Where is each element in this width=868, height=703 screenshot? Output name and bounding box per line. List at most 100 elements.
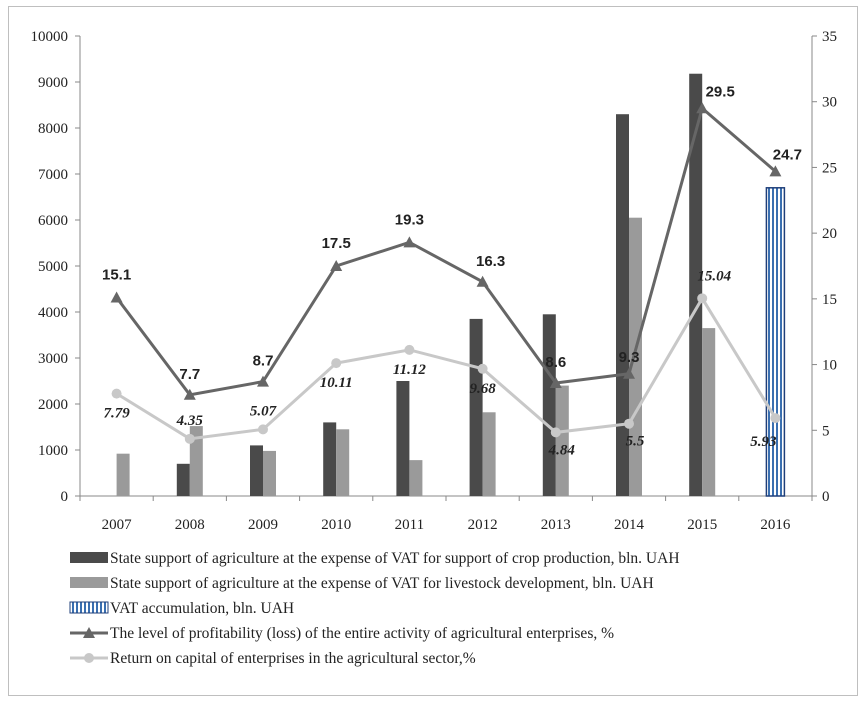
profitability-label-2014: 9.3 [619,349,640,366]
profitability-label-2011: 19.3 [395,211,424,228]
x-tick-label: 2012 [468,517,498,533]
return-label-2014: 5.5 [626,434,645,450]
bars [116,73,786,497]
profitability-label-2012: 16.3 [476,253,505,270]
bar-crop-2015 [689,73,703,496]
x-tick-label: 2016 [760,517,791,533]
profitability-label-2007: 15.1 [102,267,131,284]
profitability-label-2010: 17.5 [322,235,351,252]
legend-marker-4 [84,653,94,663]
return-point-2016 [770,413,781,424]
return-label-2015: 15.04 [697,268,731,284]
y-right-tick-label: 10 [822,358,837,374]
y-right-tick-label: 5 [822,423,830,439]
return-label-2011: 11.12 [393,362,426,378]
return-point-2012 [477,363,488,374]
return-label-2010: 10.11 [320,375,353,391]
y-left-tick-label: 2000 [38,397,68,413]
x-tick-label: 2015 [687,517,717,533]
bar-livestock-2015 [702,328,716,496]
return-label-2016: 5.93 [750,434,777,450]
bar-livestock-2009 [263,450,276,496]
y-left-tick-label: 4000 [38,305,68,321]
legend-swatch-1 [70,577,108,588]
bar-livestock-2011 [409,460,423,496]
return-label-2012: 9.68 [469,381,496,397]
return-point-2009 [258,424,268,435]
y-left-tick-label: 3000 [38,351,68,367]
lines [110,102,782,444]
profitability-point-2011 [403,236,416,248]
legend-marker-3 [83,627,95,638]
return-point-2014 [624,418,634,429]
y-left-tick-label: 9000 [38,75,68,91]
bar-crop-2014 [616,114,629,496]
profitability-label-2013: 8.6 [545,354,566,371]
profitability-point-2012 [476,275,489,287]
bar-livestock-2012 [482,412,496,496]
y-left-tick-label: 5000 [38,259,68,275]
legend-label-2: VAT accumulation, bln. UAH [110,600,294,617]
y-left-tick-label: 8000 [38,121,68,137]
profitability-point-2008 [183,388,196,400]
return-label-2008: 4.35 [176,413,204,429]
return-label-2007: 7.79 [103,406,130,422]
bar-crop-2012 [469,318,483,496]
y-left-tick-label: 0 [61,489,69,505]
legend-label-4: Return on capital of enterprises in the … [110,650,476,667]
y-left-tick-label: 7000 [38,167,68,183]
return-label-2013: 4.84 [548,442,576,458]
x-tick-label: 2014 [614,517,645,533]
bar-livestock-2007 [116,453,130,496]
data-labels: 15.1 7.7 8.7 17.5 19.3 16.3 8.6 9.3 29.5 24.7 7.79… [102,83,802,458]
return-point-2007 [111,388,122,399]
legend-label-1: State support of agriculture at the expe… [110,575,654,592]
legend-swatch-2 [69,601,109,614]
chart-frame [8,6,858,696]
return-point-2008 [184,433,195,444]
x-tick-label: 2009 [248,517,278,533]
profitability-point-2014 [623,367,635,379]
y-left-tick-label: 10000 [31,29,69,45]
x-tick-label: 2008 [175,517,205,533]
return-point-2010 [331,358,342,369]
x-tick-label: 2011 [395,517,424,533]
profitability-label-2015: 29.5 [706,83,735,100]
bar-crop-2008 [176,463,190,496]
return-point-2011 [404,344,415,355]
profitability-label-2009: 8.7 [253,353,274,370]
profitability-point-2010 [330,260,343,271]
y-right-tick-label: 35 [822,29,837,45]
y-right-tick-label: 30 [822,95,837,111]
bar-crop-2010 [323,422,337,496]
legend-swatch-0 [70,552,108,563]
y-left-tick-label: 1000 [38,443,68,459]
return-point-2013 [550,427,561,438]
bar-livestock-2010 [336,429,350,496]
legend-label-0: State support of agriculture at the expe… [110,550,680,567]
bar-livestock-2008 [189,426,203,496]
return-label-2009: 5.07 [250,403,277,419]
legend: State support of agriculture at the expe… [69,550,680,667]
profitability-point-2015 [696,102,709,114]
profitability-point-2009 [257,375,269,387]
y-right-tick-label: 25 [822,160,837,176]
return-line [115,295,777,441]
y-right-tick-label: 20 [822,226,837,242]
bar-crop-2009 [250,445,263,496]
profitability-label-2008: 7.7 [179,366,200,383]
y-right-tick-label: 15 [822,292,837,308]
profitability-label-2016: 24.7 [773,146,802,163]
x-tick-label: 2013 [541,517,571,533]
y-right-tick-label: 0 [822,489,830,505]
bar-crop-2011 [396,381,410,496]
profitability-point-2007 [110,291,123,303]
legend-label-3: The level of profitability (loss) of the… [110,625,614,642]
x-tick-label: 2010 [321,517,351,533]
x-tick-label: 2007 [102,517,133,533]
profitability-point-2013 [549,376,562,388]
bar-livestock-2013 [555,385,569,496]
axes: 0100020003000400050006000700080009000100… [31,29,838,533]
profitability-point-2016 [769,165,782,177]
